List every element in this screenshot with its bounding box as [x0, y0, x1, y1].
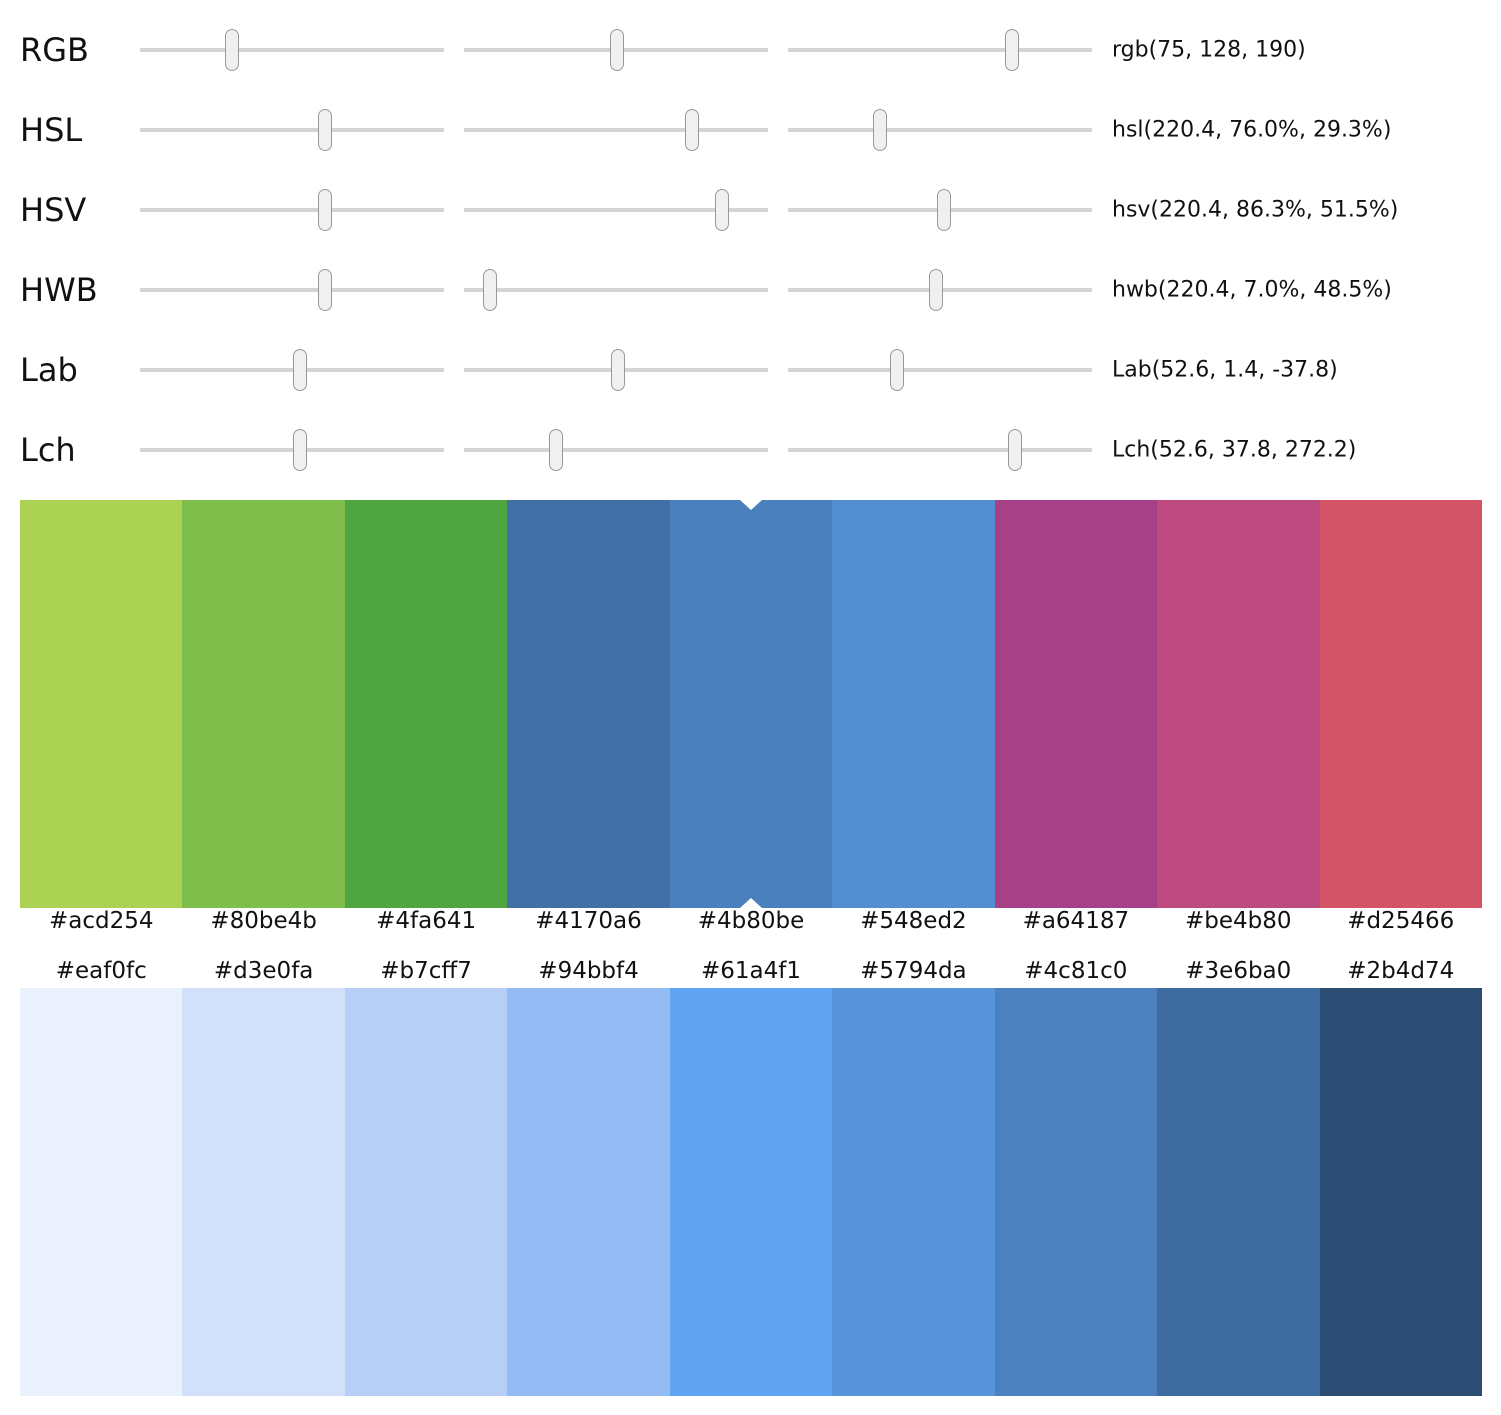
model-label: HSV: [20, 191, 87, 229]
color-value-text[interactable]: hwb(220.4, 7.0%, 48.5%): [1112, 277, 1392, 303]
slider-row-lab: Lab Lab(52.6, 1.4, -37.8): [0, 330, 1501, 410]
color-value-text[interactable]: rgb(75, 128, 190): [1112, 37, 1306, 63]
selected-marker-bottom: [740, 898, 762, 908]
slider-thumb-2[interactable]: [609, 29, 624, 71]
slider-thumb-3[interactable]: [937, 189, 952, 231]
swatch[interactable]: [832, 988, 995, 1396]
swatch[interactable]: [344, 988, 508, 1396]
swatch[interactable]: [994, 988, 1158, 1396]
hex-label: #acd254: [48, 908, 154, 934]
hex-label: #eaf0fc: [55, 958, 147, 984]
hex-label: #3e6ba0: [1185, 958, 1292, 984]
model-label: Lab: [20, 351, 78, 389]
slider-track-2[interactable]: [464, 208, 768, 212]
swatch[interactable]: [669, 500, 833, 908]
hex-label: #4b80be: [697, 908, 805, 934]
swatch[interactable]: [994, 500, 1158, 908]
swatch[interactable]: [344, 500, 508, 908]
slider-track-2[interactable]: [464, 128, 768, 132]
model-label: HSL: [20, 111, 83, 149]
slider-track-1[interactable]: [140, 48, 444, 52]
slider-track-1[interactable]: [140, 368, 444, 372]
swatch[interactable]: [507, 988, 670, 1396]
slider-track-3[interactable]: [788, 48, 1092, 52]
swatch[interactable]: [507, 500, 670, 908]
slider-thumb-3[interactable]: [1007, 429, 1022, 471]
hex-label: #5794da: [860, 958, 967, 984]
slider-track-3[interactable]: [788, 448, 1092, 452]
swatch[interactable]: [1157, 500, 1320, 908]
slider-thumb-3[interactable]: [1004, 29, 1019, 71]
swatch[interactable]: [1319, 988, 1482, 1396]
slider-row-hsv: HSV hsv(220.4, 86.3%, 51.5%): [0, 170, 1501, 250]
slider-thumb-3[interactable]: [872, 109, 887, 151]
hex-label: #61a4f1: [700, 958, 801, 984]
hex-label: #d25466: [1347, 908, 1455, 934]
slider-thumb-1[interactable]: [292, 349, 307, 391]
hex-label: #2b4d74: [1347, 958, 1455, 984]
swatch[interactable]: [20, 500, 183, 908]
hex-label: #4fa641: [376, 908, 477, 934]
slider-thumb-2[interactable]: [684, 109, 699, 151]
hex-label: #548ed2: [860, 908, 967, 934]
color-value-text[interactable]: Lab(52.6, 1.4, -37.8): [1112, 357, 1338, 383]
slider-thumb-1[interactable]: [317, 189, 332, 231]
slider-row-lch: Lch Lch(52.6, 37.8, 272.2): [0, 410, 1501, 490]
hex-label: #be4b80: [1185, 908, 1292, 934]
slider-track-3[interactable]: [788, 368, 1092, 372]
hex-label: #d3e0fa: [213, 958, 314, 984]
hex-label: #a64187: [1022, 908, 1130, 934]
slider-track-1[interactable]: [140, 208, 444, 212]
slider-track-2[interactable]: [464, 448, 768, 452]
slider-track-1[interactable]: [140, 128, 444, 132]
swatch[interactable]: [1157, 988, 1320, 1396]
color-value-text[interactable]: hsl(220.4, 76.0%, 29.3%): [1112, 117, 1392, 143]
hex-label: #4170a6: [535, 908, 642, 934]
slider-track-3[interactable]: [788, 128, 1092, 132]
harmony-palette: [20, 500, 1482, 908]
selected-marker-top: [740, 500, 762, 510]
shade-palette: [20, 988, 1482, 1396]
hex-label: #80be4b: [210, 908, 317, 934]
model-label: HWB: [20, 271, 98, 309]
slider-thumb-2[interactable]: [714, 189, 729, 231]
slider-thumb-2[interactable]: [611, 349, 626, 391]
model-label: Lch: [20, 431, 76, 469]
slider-thumb-2[interactable]: [483, 269, 498, 311]
hex-label: #94bbf4: [538, 958, 639, 984]
swatch[interactable]: [1319, 500, 1482, 908]
swatch[interactable]: [832, 500, 995, 908]
slider-row-hsl: HSL hsl(220.4, 76.0%, 29.3%): [0, 90, 1501, 170]
slider-thumb-1[interactable]: [317, 269, 332, 311]
slider-thumb-1[interactable]: [317, 109, 332, 151]
slider-thumb-1[interactable]: [292, 429, 307, 471]
swatch[interactable]: [182, 988, 345, 1396]
color-value-text[interactable]: hsv(220.4, 86.3%, 51.5%): [1112, 197, 1399, 223]
model-label: RGB: [20, 31, 89, 69]
slider-thumb-2[interactable]: [549, 429, 564, 471]
slider-thumb-3[interactable]: [890, 349, 905, 391]
hex-label: #4c81c0: [1024, 958, 1128, 984]
hex-label: #b7cff7: [380, 958, 472, 984]
slider-row-hwb: HWB hwb(220.4, 7.0%, 48.5%): [0, 250, 1501, 330]
harmony-hex-labels: #acd254 #80be4b #4fa641 #4170a6 #4b80be #548e…: [20, 908, 1482, 934]
color-value-text[interactable]: Lch(52.6, 37.8, 272.2): [1112, 437, 1357, 463]
swatch[interactable]: [20, 988, 183, 1396]
swatch[interactable]: [182, 500, 345, 908]
slider-row-rgb: RGB rgb(75, 128, 190): [0, 10, 1501, 90]
shade-hex-labels: #eaf0fc #d3e0fa #b7cff7 #94bbf4 #61a4f1 #5794…: [20, 958, 1482, 984]
slider-thumb-3[interactable]: [928, 269, 943, 311]
slider-track-2[interactable]: [464, 288, 768, 292]
slider-thumb-1[interactable]: [224, 29, 239, 71]
slider-track-1[interactable]: [140, 288, 444, 292]
slider-track-1[interactable]: [140, 448, 444, 452]
swatch[interactable]: [669, 988, 833, 1396]
